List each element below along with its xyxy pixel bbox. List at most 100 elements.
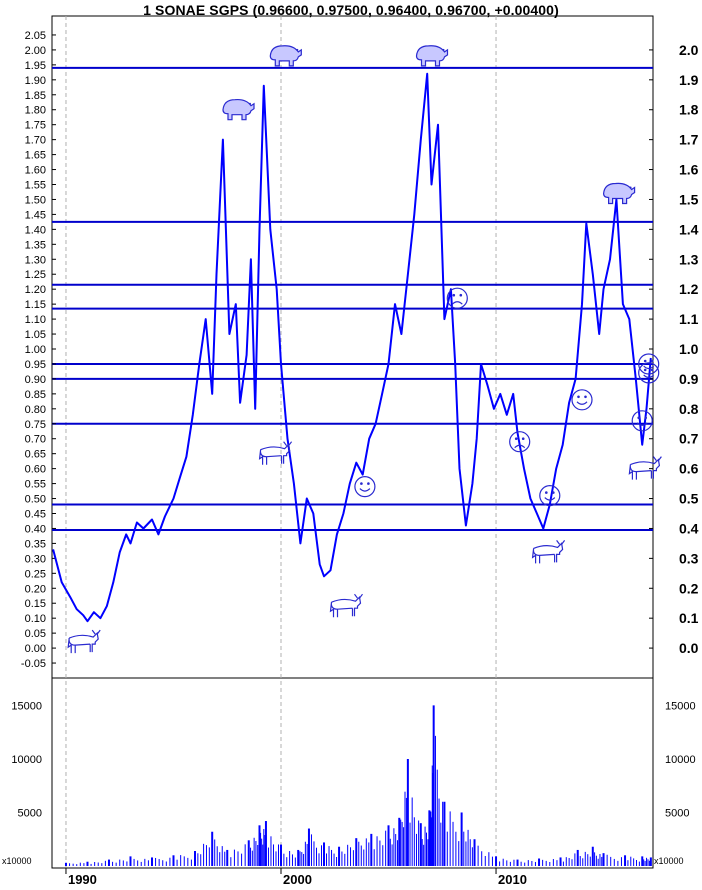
left-tick-label: 0.40 — [25, 523, 46, 535]
bear-icon — [415, 45, 449, 67]
x-tick-label: 2010 — [498, 872, 527, 887]
bear-icon — [222, 98, 255, 121]
plot-frame — [51, 15, 654, 869]
left-tick-label: 1.90 — [25, 75, 46, 87]
left-tick-label: 1.85 — [25, 90, 46, 102]
right-tick-label: 0.0 — [679, 640, 699, 656]
right-tick-label: 0.1 — [679, 610, 699, 626]
bull-horns — [556, 540, 566, 545]
face-eye — [452, 293, 456, 297]
bull-horns — [91, 629, 101, 635]
left-tick-label: -0.05 — [21, 658, 46, 670]
left-tick-label: 1.05 — [25, 329, 46, 341]
left-tick-label: 1.35 — [25, 239, 46, 251]
x-tick-label: 1990 — [68, 872, 97, 887]
left-tick-label: 0.85 — [25, 389, 46, 401]
volume-multiplier-left: x10000 — [2, 856, 32, 866]
face-eye — [514, 437, 518, 440]
bull-icon — [531, 540, 566, 564]
volume-left-tick-label: 10000 — [11, 754, 42, 766]
left-tick-label: 1.65 — [25, 150, 46, 162]
bear-shape — [222, 98, 255, 121]
bear-eye — [249, 102, 251, 105]
left-tick-label: 1.70 — [25, 135, 46, 147]
right-tick-label: 0.7 — [679, 431, 699, 447]
left-tick-label: 1.30 — [25, 254, 46, 266]
face-mouth — [544, 497, 556, 501]
volume-left-tick-label: 5000 — [18, 807, 42, 819]
left-tick-label: 0.65 — [25, 449, 46, 461]
left-tick-label: 0.80 — [25, 404, 46, 416]
chart-title: 1 SONAE SGPS (0.96600, 0.97500, 0.96400,… — [143, 2, 559, 18]
face-outline — [638, 362, 660, 384]
face-outline — [638, 353, 660, 375]
right-tick-label: 1.7 — [679, 132, 699, 148]
left-tick-label: 0.20 — [25, 583, 46, 595]
right-tick-label: 2.0 — [679, 42, 699, 58]
smile-icon — [539, 485, 561, 507]
left-tick-label: 0.50 — [25, 494, 46, 506]
frown-icon — [446, 287, 468, 309]
left-tick-label: 0.25 — [25, 568, 46, 580]
face-mouth — [643, 374, 655, 378]
face-eye — [577, 395, 580, 399]
smile-icon — [354, 476, 376, 498]
bear-shape — [269, 45, 302, 67]
bull-shape — [258, 443, 291, 465]
smile-icon — [631, 410, 653, 432]
right-tick-label: 0.5 — [679, 491, 699, 507]
face-eye — [552, 491, 555, 494]
face-eye — [637, 416, 640, 420]
bull-shape — [67, 631, 99, 654]
face-eye — [650, 368, 654, 372]
face-outline — [539, 485, 561, 507]
left-tick-label: 0.75 — [25, 419, 46, 431]
price-series-line — [52, 72, 652, 623]
bull-shape — [628, 458, 661, 480]
left-tick-label: 0.00 — [25, 643, 46, 655]
face-mouth — [451, 301, 463, 305]
smile-icon — [638, 353, 660, 375]
right-tick-label: 1.6 — [679, 162, 699, 178]
frown-icon — [509, 431, 531, 453]
right-tick-label: 0.2 — [679, 580, 699, 596]
left-tick-label: 2.00 — [25, 45, 46, 57]
bull-horns — [283, 441, 293, 447]
volume-right-tick-label: 5000 — [665, 807, 689, 819]
face-mouth — [576, 401, 588, 405]
left-tick-label: 1.45 — [25, 209, 46, 221]
left-tick-label: 1.40 — [25, 224, 46, 236]
bull-icon — [67, 629, 101, 654]
left-tick-label: 0.55 — [25, 479, 46, 491]
left-tick-label: 1.55 — [25, 180, 46, 192]
bear-eye — [296, 48, 299, 51]
left-tick-label: 0.45 — [25, 509, 46, 521]
face-mouth — [636, 422, 648, 426]
left-tick-label: 1.20 — [25, 284, 46, 296]
face-mouth — [643, 365, 655, 370]
bull-horns — [652, 456, 662, 461]
bear-eye — [629, 186, 632, 189]
left-tick-label: 1.10 — [25, 314, 46, 326]
smile-icon — [638, 362, 660, 384]
bear-shape — [415, 45, 449, 67]
right-tick-label: 1.9 — [679, 72, 699, 88]
volume-multiplier-right: x10000 — [654, 856, 684, 866]
left-tick-label: 0.90 — [25, 374, 46, 386]
left-tick-label: 1.80 — [25, 105, 46, 117]
bear-eye — [442, 48, 445, 51]
right-tick-label: 0.3 — [679, 550, 699, 566]
face-eye — [521, 437, 525, 440]
face-eye — [643, 368, 647, 372]
right-tick-label: 1.1 — [679, 311, 699, 327]
face-eye — [650, 359, 654, 363]
bull-horns — [354, 593, 363, 599]
bull-icon — [258, 441, 293, 465]
left-tick-label: 1.00 — [25, 344, 46, 356]
right-tick-label: 1.8 — [679, 102, 699, 118]
left-tick-label: 0.10 — [25, 613, 46, 625]
right-tick-label: 1.0 — [679, 341, 699, 357]
left-tick-label: 0.95 — [25, 359, 46, 371]
left-tick-label: 0.35 — [25, 538, 46, 550]
